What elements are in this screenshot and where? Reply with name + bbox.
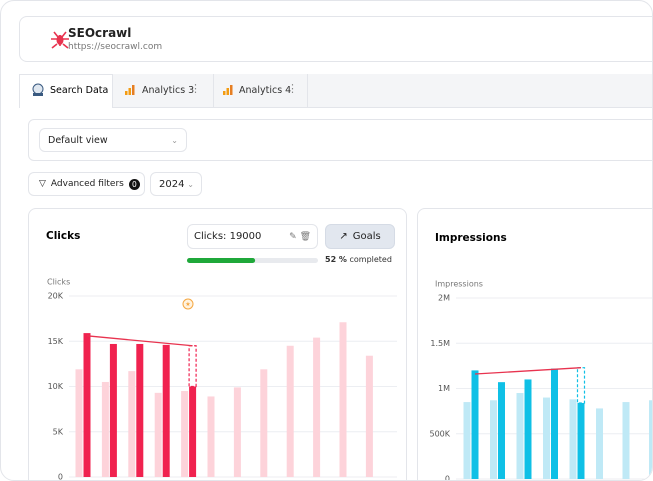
tab-label[interactable]: Search Data (50, 85, 109, 96)
tab-label[interactable]: Analytics 4 (239, 85, 292, 96)
logo (51, 31, 69, 49)
bar (313, 337, 321, 477)
trend-line (474, 367, 582, 375)
bar (207, 396, 215, 477)
progress-bar (187, 258, 256, 263)
view-select[interactable]: Default view ⌄ (39, 128, 187, 152)
tab-menu[interactable]: ⋮ (287, 82, 298, 95)
bar (128, 371, 136, 477)
bar (649, 400, 652, 479)
goal-marker-icon: ★ (185, 301, 190, 308)
filters-button[interactable]: ▽ Advanced filters 0 (28, 172, 145, 196)
trend-line (86, 335, 193, 347)
bar (569, 399, 577, 479)
chart-panel (417, 208, 652, 480)
y-tick-label: 0 (445, 475, 450, 481)
bar (339, 322, 347, 477)
bar (83, 333, 91, 477)
bar (154, 392, 162, 477)
goal-marker (182, 298, 194, 310)
chart-title: Impressions (435, 232, 507, 244)
bar (516, 393, 524, 479)
tab-icon (125, 85, 135, 95)
chart: Impressions 0 500K 1M 1.5M 2M (429, 280, 652, 481)
tab-divider (213, 74, 214, 107)
filters-count: 0 (128, 178, 140, 190)
tab-menu[interactable]: ⋮ (190, 82, 201, 95)
bar (463, 402, 471, 479)
site-url: https://seocrawl.com (68, 42, 163, 52)
y-tick-label: 10K (48, 382, 64, 391)
filters-label: Advanced filters (50, 179, 124, 189)
y-tick-label: 15K (48, 337, 64, 346)
chart-title: Clicks (46, 230, 81, 242)
chart: Clicks 0 5K 10K 15K 20K (47, 278, 397, 481)
progress-text: completed (349, 255, 392, 264)
bar (260, 369, 268, 477)
bar (109, 343, 117, 477)
bar (551, 368, 558, 479)
projection (576, 367, 586, 404)
bar (162, 344, 170, 477)
bar (233, 387, 241, 477)
projection (188, 345, 197, 388)
y-tick-label: 2M (438, 294, 450, 303)
bar (181, 391, 189, 477)
view-select-label: Default view (48, 134, 108, 146)
y-tick-label: 20K (48, 292, 64, 301)
bar (490, 400, 497, 479)
bar (189, 386, 197, 477)
tab-label[interactable]: Analytics 3 (142, 85, 195, 96)
site-header: SEOcrawl https://seocrawl.com (19, 16, 652, 62)
year-label: 2024 (159, 178, 185, 190)
bar (543, 397, 550, 479)
bar (101, 381, 109, 477)
y-tick-label: 5K (53, 427, 64, 436)
tab-icon (223, 85, 233, 95)
progress-label: 52 % (325, 255, 347, 264)
tab-bar (19, 74, 652, 108)
bar (524, 379, 532, 479)
site-title: SEOcrawl (68, 26, 132, 40)
goal-input-value: Clicks: 19000 (194, 231, 262, 242)
y-axis-label: Impressions (435, 280, 483, 289)
y-axis-label: Clicks (47, 278, 70, 287)
bar (365, 355, 373, 477)
tab-icon (32, 83, 44, 96)
goal-input[interactable]: Clicks: 19000 ✎ 🗑 (187, 224, 318, 249)
bar (577, 402, 585, 479)
bar (136, 343, 144, 477)
tab-divider (307, 74, 308, 107)
bar (471, 370, 479, 479)
bar (498, 382, 505, 479)
y-tick-label: 500K (429, 429, 450, 438)
y-tick-label: 1M (438, 384, 450, 393)
goals-button-label: Goals (352, 231, 381, 242)
goals-button[interactable]: ↗ Goals (325, 224, 395, 249)
bar (622, 402, 630, 479)
bar (286, 345, 294, 477)
bar (75, 369, 83, 477)
y-tick-label: 1.5M (430, 339, 450, 348)
y-tick-label: 0 (58, 473, 63, 481)
bar (596, 408, 603, 479)
year-select[interactable]: 2024 ⌄ (150, 172, 202, 196)
progress-caption: 52 % completed (325, 255, 392, 264)
